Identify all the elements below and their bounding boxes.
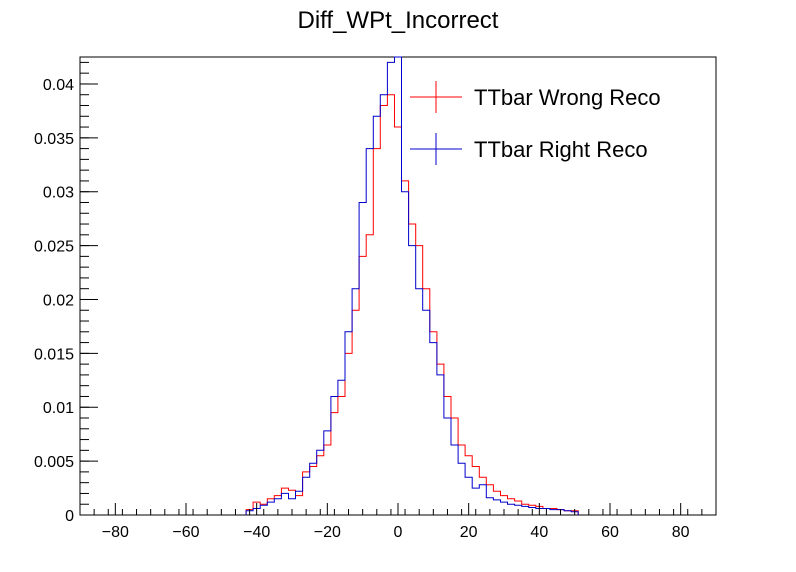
y-axis: 0 0.005 0.01 0.015 0.02 0.025 0.03 0.035 0.04 [34, 61, 98, 525]
y-tick-label: 0.04 [43, 77, 74, 94]
x-tick-label: 40 [530, 524, 548, 541]
x-axis: −80 −60 −40 −20 0 20 40 60 80 [79, 503, 717, 541]
y-tick-label: 0.025 [34, 239, 74, 256]
plot-frame [79, 56, 717, 516]
y-tick-label: 0.015 [34, 346, 74, 363]
x-tick-label: −20 [314, 524, 341, 541]
x-tick-label: 20 [460, 524, 478, 541]
legend-label-1: TTbar Right Reco [474, 137, 648, 162]
series-line-1 [245, 56, 579, 515]
chart-title: Diff_WPt_Incorrect [298, 7, 499, 34]
y-tick-label: 0.01 [43, 400, 74, 417]
x-tick-label: −80 [102, 524, 129, 541]
x-tick-label: 60 [601, 524, 619, 541]
y-tick-label: 0 [65, 508, 74, 525]
legend: TTbar Wrong Reco TTbar Right Reco [410, 81, 661, 165]
x-tick-label: −40 [243, 524, 270, 541]
y-tick-label: 0.03 [43, 185, 74, 202]
legend-label-0: TTbar Wrong Reco [474, 85, 661, 110]
y-tick-label: 0.035 [34, 131, 74, 148]
x-tick-label: −60 [172, 524, 199, 541]
y-tick-label: 0.005 [34, 454, 74, 471]
x-tick-label: 0 [394, 524, 403, 541]
series-layer [245, 56, 579, 515]
x-tick-label: 80 [672, 524, 690, 541]
y-tick-label: 0.02 [43, 292, 74, 309]
